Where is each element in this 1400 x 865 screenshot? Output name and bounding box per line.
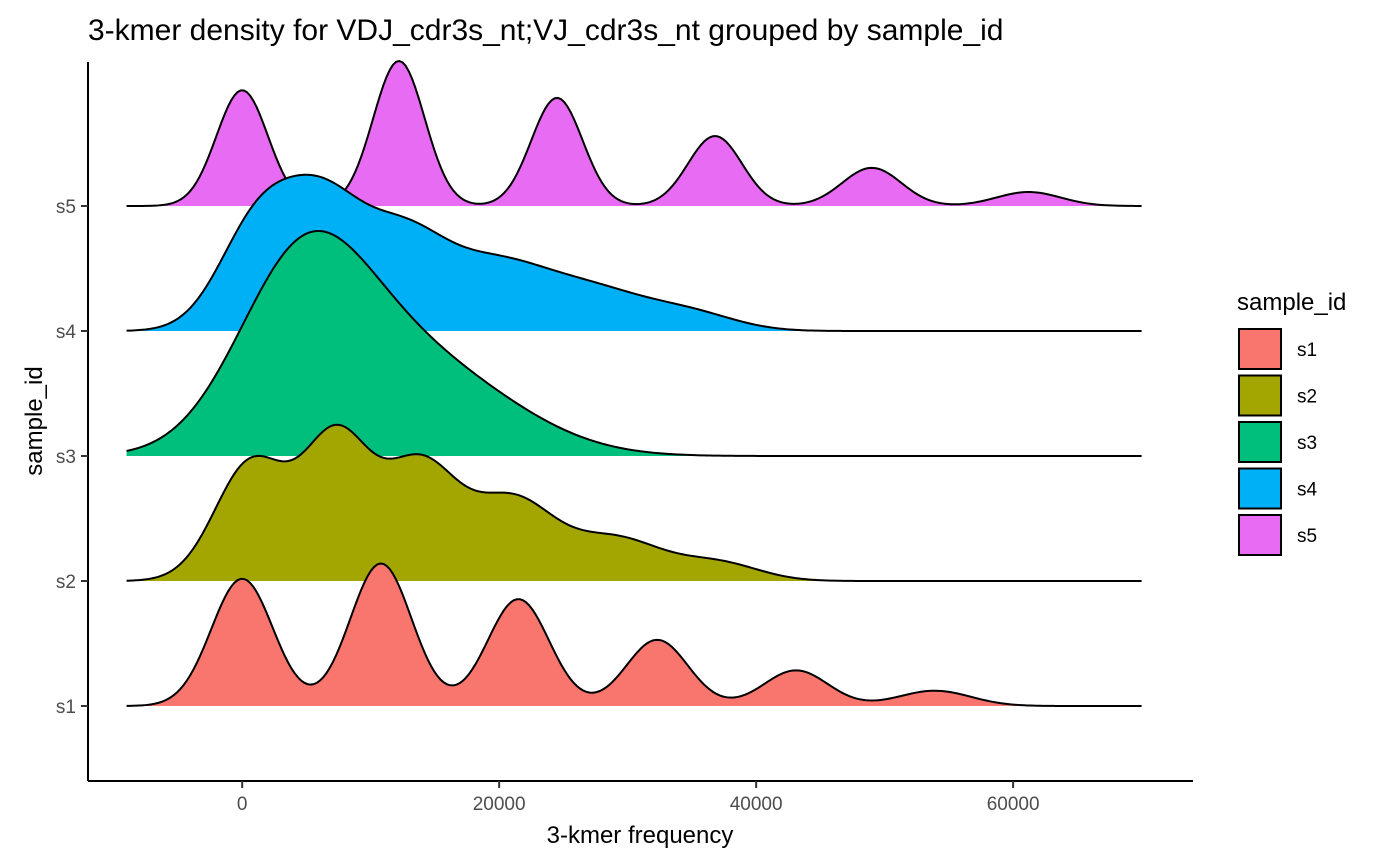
ridge-line-s3 (126, 229, 1142, 457)
legend-key-s4 (1238, 467, 1282, 510)
legend-label-s4: s4 (1297, 480, 1318, 501)
legend-label-s2: s2 (1297, 387, 1317, 408)
y-ticks: s1 s2 s3 s4 s5 (56, 197, 88, 718)
legend-key-s3 (1238, 421, 1282, 463)
legend-label-s1: s1 (1297, 340, 1317, 361)
y-tick-label: s4 (56, 322, 77, 343)
x-tick-label: 20000 (473, 794, 526, 815)
ridges-layer (126, 59, 1142, 707)
y-tick-label: s3 (56, 447, 76, 468)
ridge-line-s4 (126, 173, 1142, 332)
legend-key-s2 (1238, 374, 1282, 417)
x-tick-label: 40000 (730, 794, 783, 815)
y-tick-label: s2 (56, 572, 76, 593)
x-tick-label: 0 (237, 794, 248, 815)
y-tick-label: s5 (56, 197, 76, 218)
legend-title: sample_id (1237, 289, 1346, 316)
x-ticks: 0 20000 40000 60000 (237, 781, 1040, 815)
ridge-fill-s3 (126, 231, 1142, 456)
ridge-fill-s2 (126, 424, 1142, 581)
ridge-line-s1 (126, 562, 1142, 707)
legend-key-s5 (1238, 514, 1282, 556)
ridge-line-s2 (126, 423, 1142, 582)
ridge-fill-s1 (126, 563, 1142, 706)
chart-title: 3-kmer density for VDJ_cdr3s_nt;VJ_cdr3s… (88, 14, 1003, 47)
legend-label-s3: s3 (1297, 433, 1317, 454)
y-axis-title: sample_id (21, 366, 48, 475)
legend-key-s1 (1238, 328, 1282, 370)
legend: sample_id s1 s2 s3 s4 s5 (1237, 289, 1346, 556)
y-tick-label: s1 (56, 697, 76, 718)
legend-label-s5: s5 (1297, 526, 1317, 547)
x-tick-label: 60000 (987, 794, 1040, 815)
axes-layer (87, 62, 1193, 782)
x-axis-title: 3-kmer frequency (547, 822, 734, 849)
